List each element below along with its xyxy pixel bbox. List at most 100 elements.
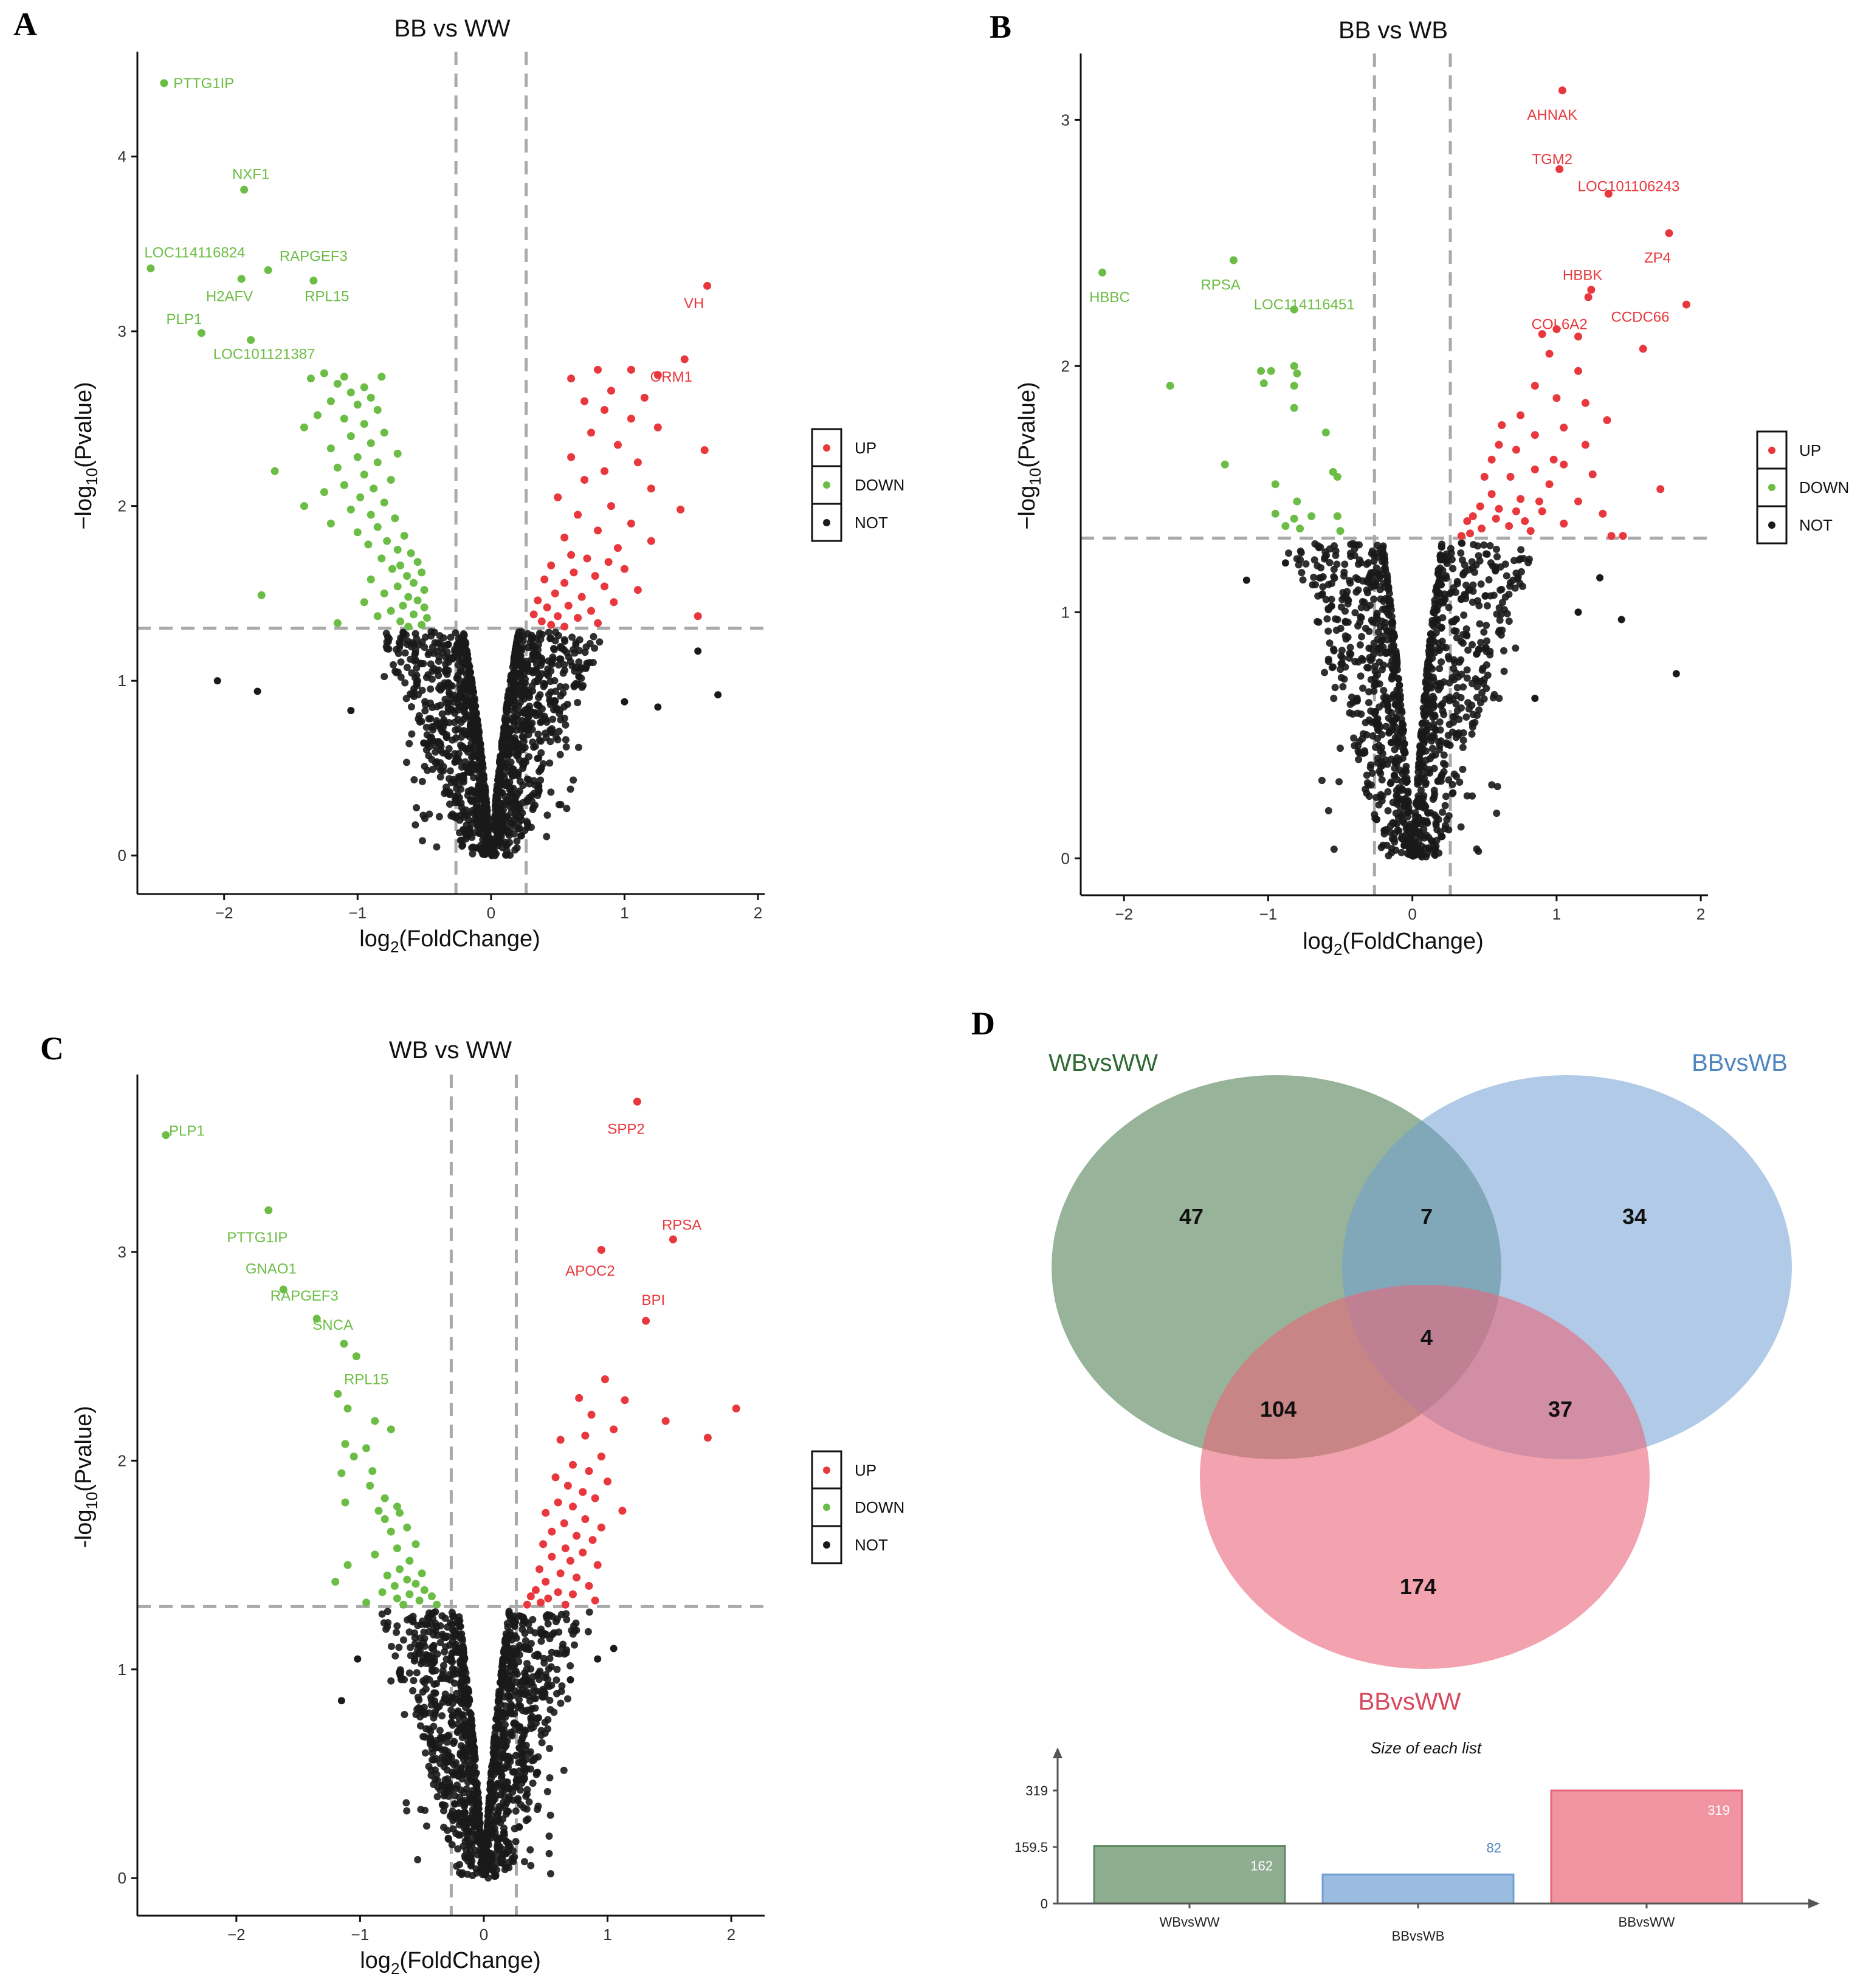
not-point <box>1347 650 1355 658</box>
not-point <box>534 1651 542 1659</box>
not-point <box>439 1631 447 1639</box>
up-point <box>587 1411 596 1419</box>
not-point <box>512 1776 520 1784</box>
down-point <box>378 1588 387 1597</box>
not-point <box>461 677 469 685</box>
up-point <box>1560 424 1568 432</box>
not-point <box>1356 641 1364 649</box>
not-point <box>466 1710 474 1718</box>
not-point <box>464 745 472 752</box>
not-point <box>1488 781 1496 789</box>
up-point <box>587 428 596 437</box>
not-point <box>429 1615 437 1623</box>
not-point <box>494 831 502 839</box>
not-point <box>1376 658 1383 666</box>
not-point <box>1498 599 1506 607</box>
not-point <box>534 646 542 654</box>
not-point <box>421 643 429 651</box>
not-point <box>563 1615 571 1623</box>
not-point <box>460 1803 468 1811</box>
down-point <box>370 484 378 493</box>
not-point <box>585 1608 593 1616</box>
up-point <box>575 1394 584 1402</box>
down-point <box>404 593 413 601</box>
not-point <box>1372 743 1380 751</box>
up-point <box>568 1460 577 1469</box>
not-point <box>454 715 462 723</box>
not-point <box>498 1850 506 1858</box>
not-point <box>1331 542 1338 550</box>
not-point <box>491 1746 498 1754</box>
not-point <box>397 658 405 666</box>
not-point <box>1434 686 1442 693</box>
not-point <box>1418 766 1426 774</box>
not-point <box>1439 760 1447 768</box>
not-point <box>1426 755 1434 763</box>
not-point <box>499 1750 507 1758</box>
up-point <box>610 598 618 607</box>
up-point <box>567 374 576 383</box>
not-point <box>391 1652 399 1660</box>
up-point <box>537 617 546 625</box>
not-point <box>484 827 492 835</box>
panel-b-guides <box>1081 53 1708 895</box>
up-point <box>593 1561 602 1569</box>
not-point <box>501 733 509 741</box>
not-point <box>1457 549 1465 557</box>
venn-count-wb-bbwb: 7 <box>1420 1204 1433 1229</box>
up-point <box>640 393 649 402</box>
not-point <box>425 739 433 747</box>
not-point <box>421 1749 429 1757</box>
not-point <box>540 1659 548 1667</box>
not-point <box>1363 771 1371 779</box>
not-point <box>454 1845 462 1853</box>
not-point <box>413 1669 421 1677</box>
not-point <box>570 1641 578 1649</box>
not-point <box>555 727 563 735</box>
down-point <box>1271 480 1279 489</box>
not-point <box>449 1807 456 1815</box>
labeled-gene-point <box>197 329 205 337</box>
not-point <box>1438 638 1446 645</box>
not-point <box>537 1727 545 1735</box>
labeled-gene-point <box>264 1206 273 1214</box>
not-point <box>1387 755 1395 763</box>
not-point <box>1365 559 1372 567</box>
not-point <box>543 1631 551 1639</box>
not-point <box>445 654 453 662</box>
not-point <box>1517 555 1524 563</box>
not-point <box>469 1733 477 1741</box>
not-point <box>424 766 432 774</box>
not-point <box>1330 845 1338 853</box>
not-point <box>419 1677 427 1685</box>
not-point <box>498 745 506 753</box>
not-point <box>402 758 410 766</box>
not-point <box>1453 684 1461 692</box>
not-point <box>429 1749 436 1757</box>
x-tick-label: −1 <box>1259 905 1278 923</box>
not-point <box>546 1869 554 1877</box>
not-point <box>1379 749 1386 757</box>
not-point <box>429 1659 437 1667</box>
not-point <box>403 664 411 672</box>
up-point <box>694 612 702 621</box>
up-point <box>627 365 635 374</box>
not-point <box>572 639 580 647</box>
down-point <box>1333 512 1341 520</box>
not-point <box>1382 650 1390 658</box>
not-point <box>1331 615 1339 623</box>
not-point <box>422 673 430 681</box>
not-point <box>551 697 559 705</box>
not-point <box>1476 620 1484 628</box>
not-point <box>430 649 438 657</box>
not-point <box>545 672 553 679</box>
not-point <box>1323 551 1331 559</box>
not-point <box>509 785 517 793</box>
not-point <box>1432 821 1440 829</box>
not-point <box>503 1761 511 1769</box>
not-point <box>402 1799 410 1807</box>
not-point <box>398 1676 405 1684</box>
up-point <box>567 551 576 559</box>
down-point <box>1321 428 1330 437</box>
not-point <box>430 1714 438 1722</box>
